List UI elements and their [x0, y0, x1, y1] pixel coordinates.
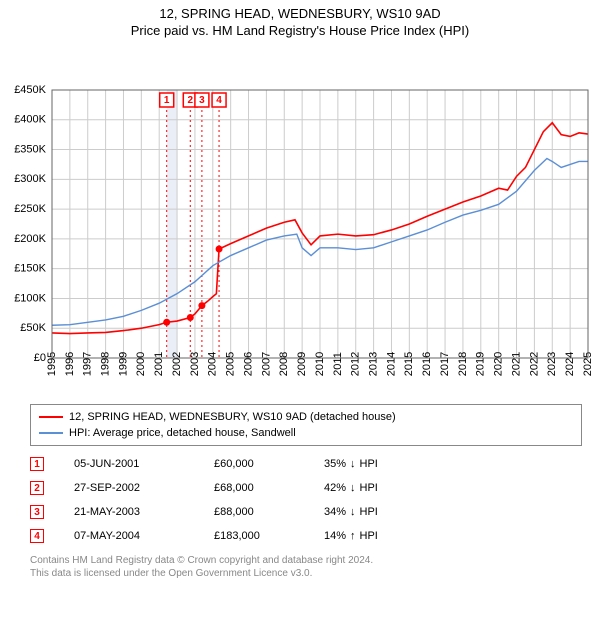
- svg-text:2006: 2006: [242, 352, 254, 376]
- transaction-marker: 1: [30, 457, 44, 471]
- sale-dot: [198, 302, 205, 309]
- transaction-price: £88,000: [214, 506, 324, 518]
- svg-text:1996: 1996: [64, 352, 76, 376]
- svg-text:2017: 2017: [439, 352, 451, 376]
- svg-text:1: 1: [164, 95, 170, 106]
- title-sub: Price paid vs. HM Land Registry's House …: [0, 23, 600, 38]
- transaction-row: 3 21-MAY-2003£88,00034%↓HPI: [30, 500, 582, 524]
- svg-text:2016: 2016: [421, 352, 433, 376]
- svg-text:2: 2: [188, 95, 194, 106]
- svg-text:2020: 2020: [493, 352, 505, 376]
- svg-text:2024: 2024: [564, 352, 576, 376]
- transaction-diff: 35%↓HPI: [324, 458, 414, 470]
- svg-text:£200K: £200K: [14, 233, 46, 245]
- svg-text:2011: 2011: [332, 352, 344, 376]
- transaction-row: 4 07-MAY-2004£183,00014%↑HPI: [30, 524, 582, 548]
- svg-text:2014: 2014: [385, 352, 397, 376]
- svg-text:£0: £0: [34, 352, 46, 364]
- transaction-marker: 4: [30, 529, 44, 543]
- svg-text:4: 4: [216, 95, 222, 106]
- svg-text:2008: 2008: [278, 352, 290, 376]
- svg-text:3: 3: [199, 95, 205, 106]
- svg-text:2001: 2001: [153, 352, 165, 376]
- transaction-diff: 42%↓HPI: [324, 482, 414, 494]
- svg-text:£400K: £400K: [14, 114, 46, 126]
- transaction-diff: 34%↓HPI: [324, 506, 414, 518]
- svg-text:£300K: £300K: [14, 173, 46, 185]
- svg-text:2023: 2023: [546, 352, 558, 376]
- transaction-marker: 2: [30, 481, 44, 495]
- svg-text:1998: 1998: [100, 352, 112, 376]
- svg-text:2010: 2010: [314, 352, 326, 376]
- svg-text:2004: 2004: [207, 352, 219, 376]
- legend-swatch: [39, 416, 63, 418]
- legend: 12, SPRING HEAD, WEDNESBURY, WS10 9AD (d…: [30, 404, 582, 446]
- svg-text:2019: 2019: [475, 352, 487, 376]
- transaction-row: 1 05-JUN-2001£60,00035%↓HPI: [30, 452, 582, 476]
- svg-text:2007: 2007: [260, 352, 272, 376]
- transaction-date: 05-JUN-2001: [74, 458, 214, 470]
- svg-text:£250K: £250K: [14, 203, 46, 215]
- legend-label: HPI: Average price, detached house, Sand…: [69, 427, 296, 439]
- svg-text:2022: 2022: [528, 352, 540, 376]
- legend-item: 12, SPRING HEAD, WEDNESBURY, WS10 9AD (d…: [39, 409, 573, 425]
- transaction-date: 21-MAY-2003: [74, 506, 214, 518]
- svg-text:2002: 2002: [171, 352, 183, 376]
- price-chart: £0 £50K £100K £150K £200K £250K £300K £350K £400…: [0, 38, 600, 398]
- legend-swatch: [39, 432, 63, 434]
- transaction-diff: 14%↑HPI: [324, 530, 414, 542]
- svg-text:2005: 2005: [225, 352, 237, 376]
- footnote-l2: This data is licensed under the Open Gov…: [30, 567, 582, 580]
- svg-text:£350K: £350K: [14, 143, 46, 155]
- transaction-date: 27-SEP-2002: [74, 482, 214, 494]
- legend-item: HPI: Average price, detached house, Sand…: [39, 425, 573, 441]
- transaction-price: £183,000: [214, 530, 324, 542]
- transaction-date: 07-MAY-2004: [74, 530, 214, 542]
- legend-label: 12, SPRING HEAD, WEDNESBURY, WS10 9AD (d…: [69, 411, 396, 423]
- svg-text:2012: 2012: [350, 352, 362, 376]
- transaction-row: 2 27-SEP-2002£68,00042%↓HPI: [30, 476, 582, 500]
- chart-titles: 12, SPRING HEAD, WEDNESBURY, WS10 9AD Pr…: [0, 0, 600, 38]
- transaction-marker: 3: [30, 505, 44, 519]
- svg-text:2021: 2021: [510, 352, 522, 376]
- transaction-price: £68,000: [214, 482, 324, 494]
- sale-dot: [216, 246, 223, 253]
- svg-text:£100K: £100K: [14, 292, 46, 304]
- svg-text:£150K: £150K: [14, 263, 46, 275]
- svg-text:1999: 1999: [117, 352, 129, 376]
- footnote-l1: Contains HM Land Registry data © Crown c…: [30, 554, 582, 567]
- title-main: 12, SPRING HEAD, WEDNESBURY, WS10 9AD: [0, 6, 600, 21]
- svg-text:1997: 1997: [82, 352, 94, 376]
- svg-text:£50K: £50K: [20, 322, 46, 334]
- svg-text:2013: 2013: [368, 352, 380, 376]
- transaction-price: £60,000: [214, 458, 324, 470]
- svg-text:2000: 2000: [135, 352, 147, 376]
- svg-text:2018: 2018: [457, 352, 469, 376]
- svg-text:2015: 2015: [403, 352, 415, 376]
- sale-dot: [187, 314, 194, 321]
- svg-text:2009: 2009: [296, 352, 308, 376]
- svg-text:£450K: £450K: [14, 84, 46, 96]
- sale-dot: [163, 319, 170, 326]
- transactions-table: 1 05-JUN-2001£60,00035%↓HPI 2 27-SEP-2002£6…: [30, 452, 582, 548]
- footnote: Contains HM Land Registry data © Crown c…: [30, 554, 582, 580]
